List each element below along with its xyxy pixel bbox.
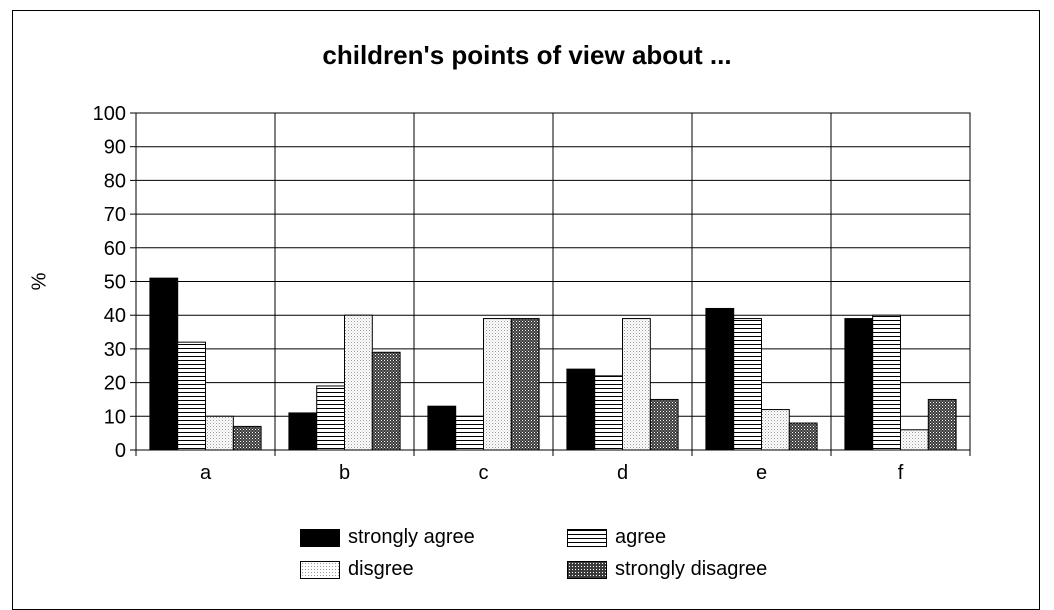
legend-item-strongly-disagree: strongly disagree	[567, 558, 767, 581]
bar-strongly-agree-a	[149, 277, 179, 451]
bar-disgree-a	[205, 415, 234, 451]
bar-strongly-agree-e	[705, 307, 735, 451]
bar-agree-b	[316, 385, 346, 451]
y-tick-label: 100	[93, 103, 126, 125]
bar-agree-e	[733, 318, 763, 451]
bar-strongly-disagree-c	[510, 318, 540, 451]
grid-layer	[135, 112, 971, 456]
legend-label: strongly agree	[348, 526, 475, 548]
y-tick-label: 30	[104, 339, 126, 361]
bar-strongly-agree-d	[566, 368, 596, 451]
bar-strongly-disagree-e	[788, 422, 818, 451]
bar-chart: 0 10 20 30 40 50 60 70 80 90 100 a b c d e f	[93, 103, 971, 484]
y-tick-label: 10	[104, 406, 126, 428]
bar-disgree-b	[344, 314, 373, 451]
y-tick-label: 90	[104, 137, 126, 159]
y-tick-label: 0	[115, 440, 126, 462]
bar-strongly-disagree-d	[649, 398, 679, 451]
legend-item-disgree: disgree	[300, 558, 414, 581]
bar-agree-f	[872, 314, 902, 451]
y-tick-label: 40	[104, 305, 126, 327]
x-tick-label: a	[200, 462, 212, 484]
bar-strongly-disagree-b	[371, 351, 401, 451]
bar-disgree-e	[761, 409, 790, 451]
bar-strongly-disagree-a	[232, 425, 262, 451]
x-tick-label: d	[617, 462, 628, 484]
x-tick-label: e	[756, 462, 767, 484]
x-tick-label: f	[898, 462, 904, 484]
legend-label: strongly disagree	[615, 558, 768, 580]
legend-label: agree	[615, 526, 667, 548]
bar-disgree-f	[900, 429, 929, 451]
y-tick-label: 60	[104, 238, 126, 260]
y-tick-label: 80	[104, 170, 126, 192]
chart-title: children's points of view about ...	[322, 40, 732, 70]
bar-strongly-disagree-f	[927, 398, 957, 451]
bar-strongly-agree-f	[844, 318, 874, 451]
legend-item-strongly-agree: strongly agree	[300, 526, 475, 549]
x-tick-label: b	[339, 462, 350, 484]
y-tick-label: 70	[104, 204, 126, 226]
legend-swatch	[567, 560, 607, 579]
bars-layer	[149, 277, 957, 451]
bar-agree-c	[455, 415, 485, 451]
legend-swatch	[300, 560, 340, 579]
bar-strongly-agree-c	[427, 405, 457, 451]
bar-agree-a	[177, 341, 206, 451]
legend-swatch	[300, 528, 340, 547]
chart-frame	[12, 10, 1040, 610]
x-tick-label: c	[479, 462, 489, 484]
bar-strongly-agree-b	[288, 412, 318, 451]
y-tick-label: 20	[104, 373, 126, 395]
bar-agree-d	[594, 375, 624, 451]
y-tick-label: 50	[104, 272, 126, 294]
legend-item-agree: agree	[567, 526, 666, 549]
bar-disgree-d	[622, 318, 651, 451]
bar-disgree-c	[483, 318, 512, 451]
legend-label: disgree	[348, 558, 414, 580]
legend-swatch	[567, 528, 607, 547]
axis-layer: 0 10 20 30 40 50 60 70 80 90 100 a b c d e f	[93, 103, 971, 484]
